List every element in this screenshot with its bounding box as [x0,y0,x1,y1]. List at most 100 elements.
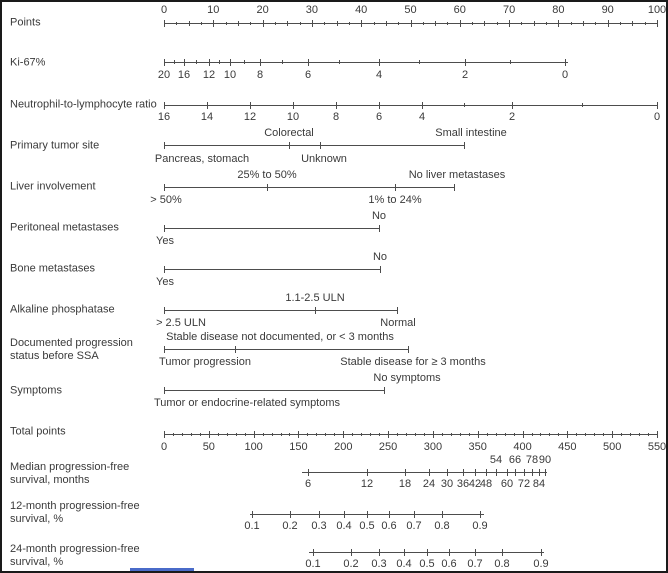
total-points-tick [648,432,650,436]
peritoneal-tick [164,224,165,232]
total-points-tick [190,432,192,436]
row-label-pfs-24mo: 24-month progression-free survival, % [10,543,140,569]
total-points-tick [585,432,587,436]
ki67-tick [184,58,185,66]
peritoneal-tick-label: No [371,210,387,222]
points-tick-label: 10 [207,4,220,16]
total-points-tick [567,430,569,438]
points-tick-label: 90 [601,4,614,16]
points-tick [657,19,658,27]
row-label-line: survival, months [10,474,90,486]
ki67-tick-label: 6 [304,69,312,81]
ki67-tick [209,58,210,66]
pfs-12mo-tick [389,510,390,518]
points-tick-label: 0 [160,4,168,16]
median-pfs-tick [545,468,546,476]
total-points-tick [594,432,596,436]
ki67-tick [164,58,165,66]
pfs-24mo-tick-label: 0.5 [419,558,435,570]
pfs-24mo-tick [404,548,405,556]
pfs-12mo-tick [290,510,291,518]
total-points-tick [522,430,524,438]
points-tick [324,21,326,25]
doc-progression-tick [408,345,409,353]
row-label-line: Ki-67% [10,56,46,69]
points-tick [583,20,585,26]
total-points-axis-line [164,434,657,435]
nlr-tick [582,103,583,107]
pfs-24mo-tick-label: 0.3 [371,558,387,570]
median-pfs-tick [524,468,525,476]
row-label-line: Points [10,16,41,29]
median-pfs-tick-label: 6 [304,478,312,490]
total-points-tick [379,432,381,436]
total-points-tick [289,432,291,436]
alp-tick-label: 1.1-2.5 ULN [285,292,345,304]
total-points-tick [316,432,318,436]
total-points-tick-label: 350 [468,441,487,453]
pfs-24mo-tick-label: 0.8 [494,558,510,570]
points-tick [225,21,227,25]
points-tick [262,19,264,27]
points-tick [607,19,609,27]
row-label-line: Symptoms [10,384,62,397]
median-pfs-tick [486,468,487,476]
total-points-tick [414,432,416,436]
symptoms-tick [384,386,385,394]
points-tick [361,19,363,27]
total-points-tick [432,430,434,438]
row-label-ki67: Ki-67% [10,57,45,70]
ki67-tick [308,58,309,66]
ki67-tick-label: 0 [561,69,569,81]
liver-tick [164,183,165,191]
pfs-12mo-tick [414,510,415,518]
row-label-line: Primary tumor site [10,139,100,152]
nlr-tick-label: 16 [157,111,171,123]
points-tick [237,20,239,26]
nlr-tick [657,101,658,109]
ki67-tick [282,60,283,64]
ki67-tick [219,60,220,64]
row-label-alp: Alkaline phosphatase [10,304,115,317]
doc-progression-tick [164,345,165,353]
total-points-tick [513,432,515,436]
total-points-tick [388,430,390,438]
total-points-tick [397,432,399,436]
nlr-axis-line [164,105,657,106]
points-tick [176,21,178,25]
total-points-tick [199,432,201,436]
median-pfs-tick [507,468,508,476]
median-pfs-tick-label: 12 [360,478,374,490]
total-points-tick [612,430,614,438]
total-points-tick [343,430,345,438]
ki67-tick [230,58,231,66]
pfs-12mo-tick-label: 0.2 [282,520,298,532]
total-points-tick-label: 50 [202,441,215,453]
points-tick [435,20,437,26]
tumor-site-tick [464,141,465,149]
row-label-line: survival, % [10,513,64,525]
points-tick [484,20,486,26]
nlr-tick [293,101,294,109]
total-points-tick [540,432,542,436]
median-pfs-tick [463,468,464,476]
ki67-tick [174,60,175,64]
points-tick-label: 70 [502,4,516,16]
ki67-tick-label: 12 [202,69,216,81]
liver-tick [454,183,455,191]
pfs-12mo-tick-label: 0.3 [311,520,327,532]
points-tick [509,19,511,27]
row-label-line: 12-month progression-free [10,500,140,512]
points-tick [299,21,301,25]
points-tick [422,21,424,25]
pfs-24mo-tick-label: 0.7 [467,558,483,570]
pfs-12mo-tick-label: 0.7 [406,520,422,532]
nlr-tick [512,101,513,109]
points-tick [250,21,252,25]
total-points-tick [639,432,641,436]
median-pfs-tick [539,468,540,476]
ki67-tick [465,58,466,66]
peritoneal-tick [379,224,380,232]
nlr-tick-label: 12 [243,111,257,123]
symptoms-tick [164,386,165,394]
